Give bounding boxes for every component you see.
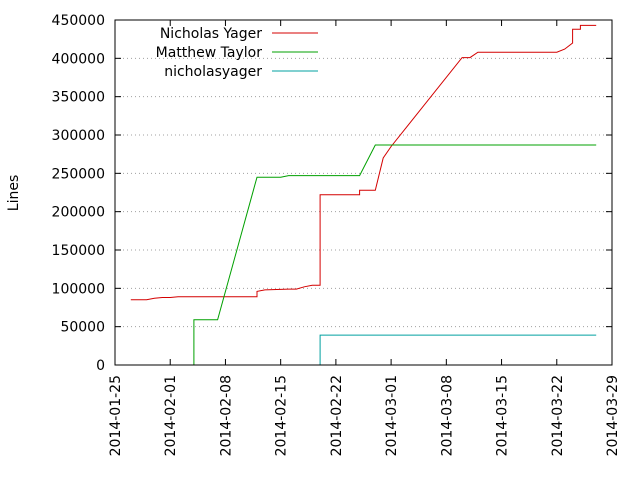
x-tick-label: 2014-03-01: [384, 375, 400, 456]
legend-label-1: Nicholas Yager: [160, 26, 262, 42]
y-tick-label: 400000: [52, 51, 105, 67]
x-tick-label: 2014-01-25: [108, 375, 124, 456]
y-tick-label: 150000: [52, 243, 105, 259]
y-tick-label: 50000: [60, 320, 105, 336]
y-tick-label: 100000: [52, 281, 105, 297]
y-tick-label: 300000: [52, 128, 105, 144]
x-tick-label: 2014-03-29: [605, 375, 621, 456]
y-tick-label: 450000: [52, 13, 105, 29]
gridlines: [115, 57, 612, 328]
legend: Nicholas Yager Matthew Taylor nicholasyage…: [156, 26, 318, 80]
plot-frame: [114, 19, 613, 366]
legend-label-2: Matthew Taylor: [156, 45, 263, 61]
x-tick-label: 2014-02-15: [274, 375, 290, 456]
y-tick-label: 200000: [52, 205, 105, 221]
series-lines: [130, 24, 597, 365]
x-tick-label: 2014-02-08: [218, 375, 234, 456]
x-tick-label: 2014-03-08: [439, 375, 455, 456]
x-tick-label: 2014-03-15: [495, 375, 511, 456]
y-tick-label: 0: [96, 358, 105, 374]
y-tick-label: 350000: [52, 90, 105, 106]
y-tick-label: 250000: [52, 166, 105, 182]
series-line-2: [193, 144, 597, 365]
x-tick-label: 2014-03-22: [550, 375, 566, 456]
series-line-3: [319, 334, 597, 365]
y-axis-label: Lines: [6, 175, 22, 211]
legend-label-3: nicholasyager: [164, 64, 262, 80]
y-axis-ticks: 0 50000 100000 150000 200000 250000 300000 3500…: [52, 13, 612, 374]
series-line-1: [130, 24, 597, 301]
x-tick-label: 2014-02-01: [163, 375, 179, 456]
x-tick-label: 2014-02-22: [329, 375, 345, 456]
x-axis-ticks: 2014-01-25 2014-02-01 2014-02-08 2014-02-15…: [108, 20, 621, 456]
